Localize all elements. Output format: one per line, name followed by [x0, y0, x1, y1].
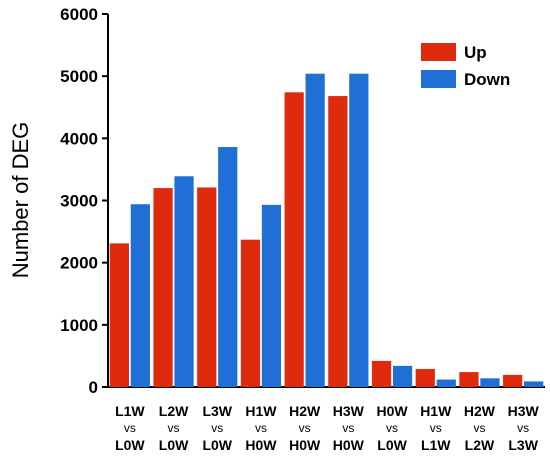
- x-tick-label-top: L1W: [115, 403, 145, 419]
- x-tick-label-top: H0W: [376, 403, 408, 419]
- x-tick-label-top: L3W: [202, 403, 232, 419]
- bar-up-4: [284, 92, 304, 387]
- bar-up-8: [459, 372, 479, 387]
- bar-up-7: [415, 368, 435, 387]
- x-tick-label-mid: vs: [255, 421, 267, 435]
- y-axis: 0 1000 2000 3000 4000 5000 6000: [60, 5, 108, 397]
- x-tick-label-bottom: H0W: [245, 437, 277, 453]
- y-tick-label: 1000: [60, 316, 98, 335]
- bar-down-2: [218, 147, 238, 387]
- x-tick-label-bottom: H0W: [289, 437, 321, 453]
- x-tick-label-bottom: L0W: [115, 437, 145, 453]
- bar-group: [109, 73, 544, 388]
- bar-down-3: [261, 204, 282, 387]
- legend-label-up: Up: [464, 43, 487, 62]
- bar-down-5: [349, 73, 369, 388]
- x-tick-label-mid: vs: [342, 421, 354, 435]
- bar-up-1: [153, 188, 173, 387]
- x-tick-label-bottom: H0W: [333, 437, 365, 453]
- bar-up-6: [371, 360, 392, 387]
- y-axis-title: Number of DEG: [8, 122, 33, 279]
- bar-up-2: [197, 187, 217, 387]
- x-tick-label-mid: vs: [211, 421, 223, 435]
- x-tick-label-bottom: L0W: [377, 437, 407, 453]
- bar-up-0: [109, 243, 129, 387]
- bar-up-3: [240, 239, 261, 387]
- x-tick-label-top: H3W: [508, 403, 540, 419]
- x-tick-label-top: H2W: [289, 403, 321, 419]
- bar-up-9: [503, 374, 523, 387]
- x-tick-label-top: H1W: [420, 403, 452, 419]
- legend-swatch-down: [421, 70, 456, 88]
- y-tick-label: 6000: [60, 5, 98, 24]
- x-tick-label-bottom: L2W: [465, 437, 495, 453]
- y-tick-label: 0: [89, 378, 98, 397]
- x-tick-label-mid: vs: [168, 421, 180, 435]
- x-tick-label-mid: vs: [430, 421, 442, 435]
- x-tick-label-top: H3W: [333, 403, 365, 419]
- x-tick-label-mid: vs: [473, 421, 485, 435]
- legend-label-down: Down: [464, 70, 510, 89]
- bar-down-9: [524, 381, 544, 387]
- x-tick-label-mid: vs: [299, 421, 311, 435]
- x-tick-label-mid: vs: [386, 421, 398, 435]
- bar-down-8: [480, 378, 500, 387]
- bar-down-4: [305, 73, 325, 388]
- bar-down-1: [174, 176, 194, 387]
- x-tick-label-mid: vs: [517, 421, 529, 435]
- y-tick-label: 2000: [60, 254, 98, 273]
- bar-up-5: [328, 96, 348, 387]
- x-tick-label-mid: vs: [124, 421, 136, 435]
- x-tick-label-top: H1W: [245, 403, 277, 419]
- bar-down-7: [436, 379, 456, 387]
- x-tick-label-top: H2W: [464, 403, 496, 419]
- x-tick-label-bottom: L0W: [159, 437, 189, 453]
- bar-down-0: [130, 204, 150, 387]
- bar-down-6: [392, 365, 413, 387]
- y-tick-label: 5000: [60, 67, 98, 86]
- x-tick-label-bottom: L1W: [421, 437, 451, 453]
- y-tick-label: 3000: [60, 192, 98, 211]
- legend: Up Down: [421, 43, 510, 89]
- x-axis: L1W vs L0W L2W vs L0W L3W vs L0W H1W vs H0W H2W vs H0W…: [115, 403, 539, 453]
- x-tick-label-bottom: L0W: [202, 437, 232, 453]
- x-tick-label-bottom: L3W: [508, 437, 538, 453]
- y-tick-label: 4000: [60, 129, 98, 148]
- legend-swatch-up: [421, 43, 456, 61]
- x-tick-label-top: L2W: [159, 403, 189, 419]
